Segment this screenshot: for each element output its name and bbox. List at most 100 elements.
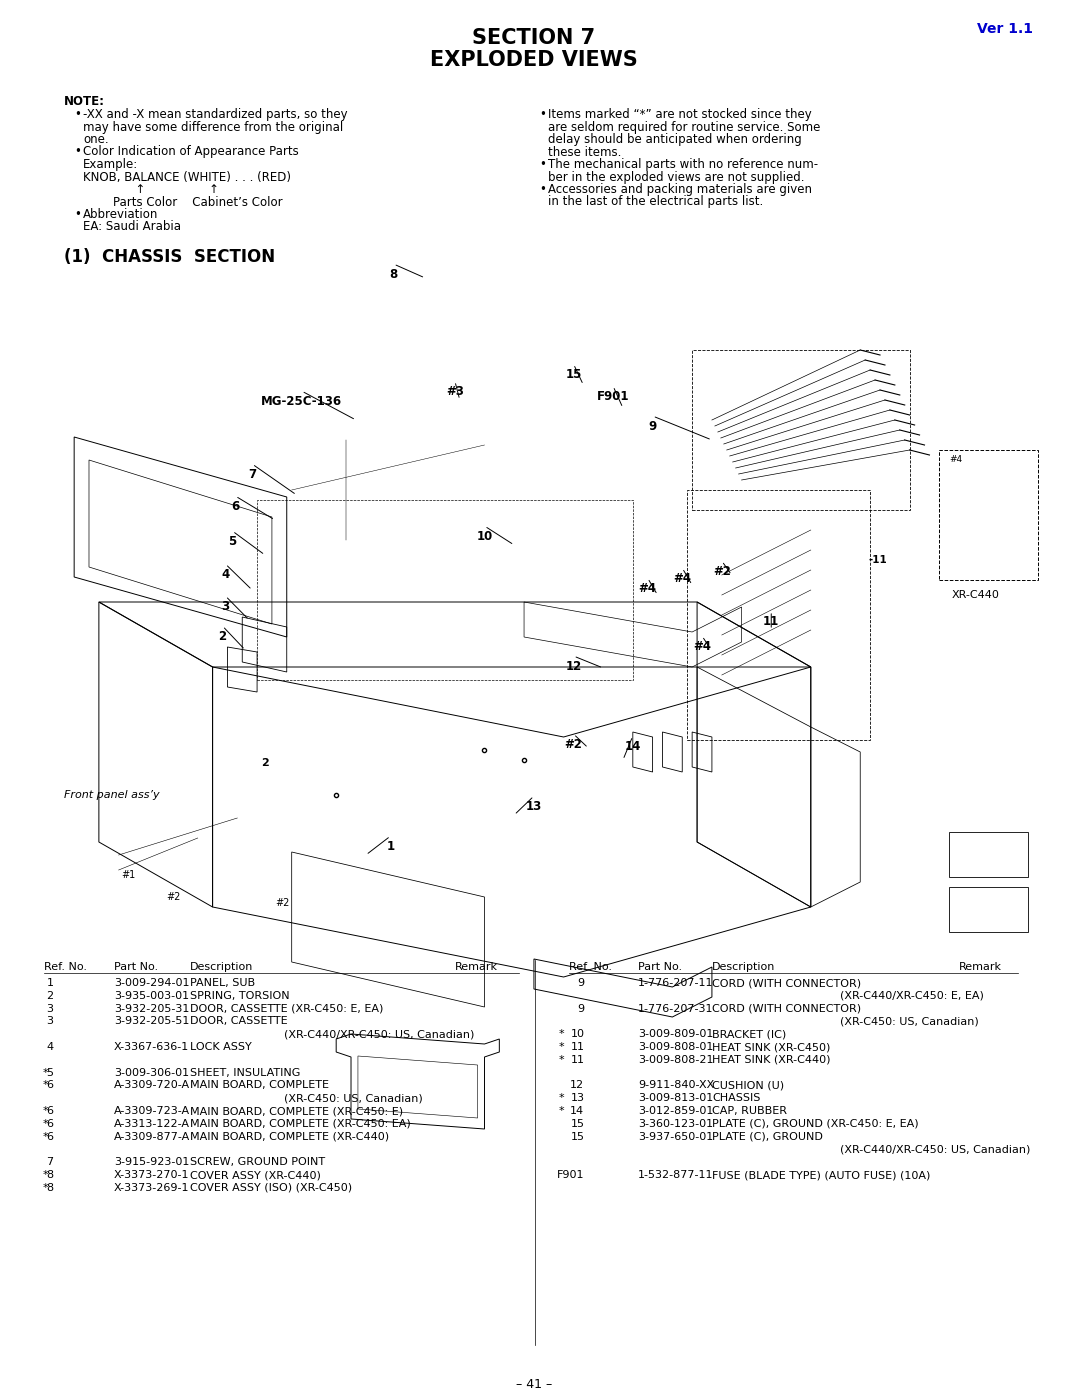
Text: 14: 14 [624, 740, 642, 753]
Text: (XR-C440/XR-C450: E, EA): (XR-C440/XR-C450: E, EA) [840, 990, 984, 1000]
Text: PLATE (C), GROUND (XR-C450: E, EA): PLATE (C), GROUND (XR-C450: E, EA) [712, 1119, 919, 1129]
Text: X-3367-636-1: X-3367-636-1 [113, 1042, 189, 1052]
Text: *: * [42, 1080, 49, 1091]
Text: EA: Saudi Arabia: EA: Saudi Arabia [83, 221, 181, 233]
Text: 6: 6 [46, 1132, 53, 1141]
Text: Ref. No.: Ref. No. [568, 963, 611, 972]
Text: MAIN BOARD, COMPLETE (XR-C450: EA): MAIN BOARD, COMPLETE (XR-C450: EA) [190, 1119, 410, 1129]
Text: MAIN BOARD, COMPLETE (XR-C450: E): MAIN BOARD, COMPLETE (XR-C450: E) [190, 1106, 403, 1116]
Text: 11: 11 [570, 1055, 584, 1065]
Text: 9: 9 [648, 420, 657, 433]
Text: ↑                 ↑: ↑ ↑ [83, 183, 219, 196]
Text: 2: 2 [46, 990, 53, 1000]
Text: SHEET, INSULATING: SHEET, INSULATING [190, 1067, 300, 1077]
Text: 3-009-809-01: 3-009-809-01 [638, 1030, 713, 1039]
Text: 6: 6 [46, 1119, 53, 1129]
Text: F901: F901 [597, 390, 630, 402]
Bar [940, 450, 1038, 580]
Text: 3-009-306-01: 3-009-306-01 [113, 1067, 189, 1077]
Text: 6: 6 [231, 500, 240, 513]
Text: *: * [42, 1119, 49, 1129]
Text: 14: 14 [570, 1106, 584, 1116]
Text: LOCK ASSY: LOCK ASSY [190, 1042, 252, 1052]
Text: 4: 4 [46, 1042, 53, 1052]
Text: PANEL, SUB: PANEL, SUB [190, 978, 255, 988]
Text: Parts Color    Cabinet’s Color: Parts Color Cabinet’s Color [83, 196, 283, 208]
Text: 1: 1 [46, 978, 53, 988]
Text: COVER ASSY (ISO) (XR-C450): COVER ASSY (ISO) (XR-C450) [190, 1183, 352, 1193]
Text: (1)  CHASSIS  SECTION: (1) CHASSIS SECTION [65, 249, 275, 265]
Text: ‑11: ‑11 [868, 555, 887, 564]
Text: 4: 4 [221, 569, 230, 581]
Text: DOOR, CASSETTE: DOOR, CASSETTE [190, 1017, 287, 1027]
Text: A-3309-723-A: A-3309-723-A [113, 1106, 190, 1116]
Text: *: * [42, 1171, 49, 1180]
Text: FUSE (BLADE TYPE) (AUTO FUSE) (10A): FUSE (BLADE TYPE) (AUTO FUSE) (10A) [712, 1171, 930, 1180]
Text: 9-911-840-XX: 9-911-840-XX [638, 1080, 714, 1091]
Text: #2: #2 [713, 564, 731, 578]
Text: 13: 13 [526, 800, 542, 813]
Text: 3-932-205-51: 3-932-205-51 [113, 1017, 189, 1027]
Bar [257, 500, 633, 680]
Text: BRACKET (IC): BRACKET (IC) [712, 1030, 786, 1039]
Text: -XX and -X mean standardized parts, so they: -XX and -X mean standardized parts, so t… [83, 108, 348, 122]
Text: 3-009-808-01: 3-009-808-01 [638, 1042, 713, 1052]
Text: CUSHION (U): CUSHION (U) [712, 1080, 784, 1091]
Text: Remark: Remark [959, 963, 1002, 972]
Bar [687, 490, 870, 740]
Text: 10: 10 [476, 529, 492, 543]
Text: #2: #2 [275, 898, 289, 908]
Text: 11: 11 [570, 1042, 584, 1052]
Text: 12: 12 [570, 1080, 584, 1091]
Text: CORD (WITH CONNECTOR): CORD (WITH CONNECTOR) [712, 978, 861, 988]
Text: delay should be anticipated when ordering: delay should be anticipated when orderin… [548, 133, 801, 147]
Text: The mechanical parts with no reference num-: The mechanical parts with no reference n… [548, 158, 818, 170]
Text: KNOB, BALANCE (WHITE) . . . (RED): KNOB, BALANCE (WHITE) . . . (RED) [83, 170, 291, 183]
Text: 7: 7 [46, 1157, 53, 1168]
Text: DOOR, CASSETTE (XR-C450: E, EA): DOOR, CASSETTE (XR-C450: E, EA) [190, 1003, 383, 1014]
Text: 1: 1 [387, 840, 394, 854]
Text: •: • [539, 158, 545, 170]
Text: 3-009-294-01: 3-009-294-01 [113, 978, 189, 988]
Text: 8: 8 [390, 268, 397, 281]
Text: MG-25C-136: MG-25C-136 [261, 395, 342, 408]
Text: in the last of the electrical parts list.: in the last of the electrical parts list… [548, 196, 764, 208]
Text: 12: 12 [565, 659, 582, 673]
Text: *: * [558, 1055, 564, 1065]
Text: Part No.: Part No. [638, 963, 681, 972]
Text: may have some difference from the original: may have some difference from the origin… [83, 120, 343, 134]
Text: Part No.: Part No. [113, 963, 158, 972]
Text: •: • [75, 108, 81, 122]
Text: 3-009-808-21: 3-009-808-21 [638, 1055, 713, 1065]
Text: A-3309-877-A: A-3309-877-A [113, 1132, 190, 1141]
Text: HEAT SINK (XR-C440): HEAT SINK (XR-C440) [712, 1055, 831, 1065]
Text: ber in the exploded views are not supplied.: ber in the exploded views are not suppli… [548, 170, 805, 183]
Text: 1-532-877-11: 1-532-877-11 [638, 1171, 713, 1180]
Text: 1-776-207-11: 1-776-207-11 [638, 978, 713, 988]
Text: 1-776-207-31: 1-776-207-31 [638, 1003, 713, 1014]
Text: 3-932-205-31: 3-932-205-31 [113, 1003, 189, 1014]
Text: 9: 9 [577, 1003, 584, 1014]
Text: HEAT SINK (XR-C450): HEAT SINK (XR-C450) [712, 1042, 831, 1052]
Text: NOTE:: NOTE: [65, 95, 105, 108]
Text: CHASSIS: CHASSIS [712, 1094, 760, 1104]
Text: 15: 15 [565, 367, 582, 381]
Text: 5: 5 [46, 1067, 53, 1077]
Text: *: * [42, 1132, 49, 1141]
Text: CAP, RUBBER: CAP, RUBBER [712, 1106, 787, 1116]
Text: 3-009-813-01: 3-009-813-01 [638, 1094, 713, 1104]
Text: Color Indication of Appearance Parts: Color Indication of Appearance Parts [83, 145, 299, 158]
Text: Ver 1.1: Ver 1.1 [977, 22, 1034, 36]
Text: these items.: these items. [548, 145, 621, 158]
Text: *: * [558, 1106, 564, 1116]
Text: •: • [75, 145, 81, 158]
Text: 8: 8 [46, 1183, 53, 1193]
Text: #2: #2 [565, 738, 582, 752]
Text: XR-C440: XR-C440 [951, 590, 999, 599]
Text: Example:: Example: [83, 158, 138, 170]
Text: #4: #4 [949, 455, 962, 464]
Text: F901: F901 [557, 1171, 584, 1180]
Text: PLATE (C), GROUND: PLATE (C), GROUND [712, 1132, 823, 1141]
Text: Description: Description [712, 963, 775, 972]
Text: 15: 15 [570, 1132, 584, 1141]
